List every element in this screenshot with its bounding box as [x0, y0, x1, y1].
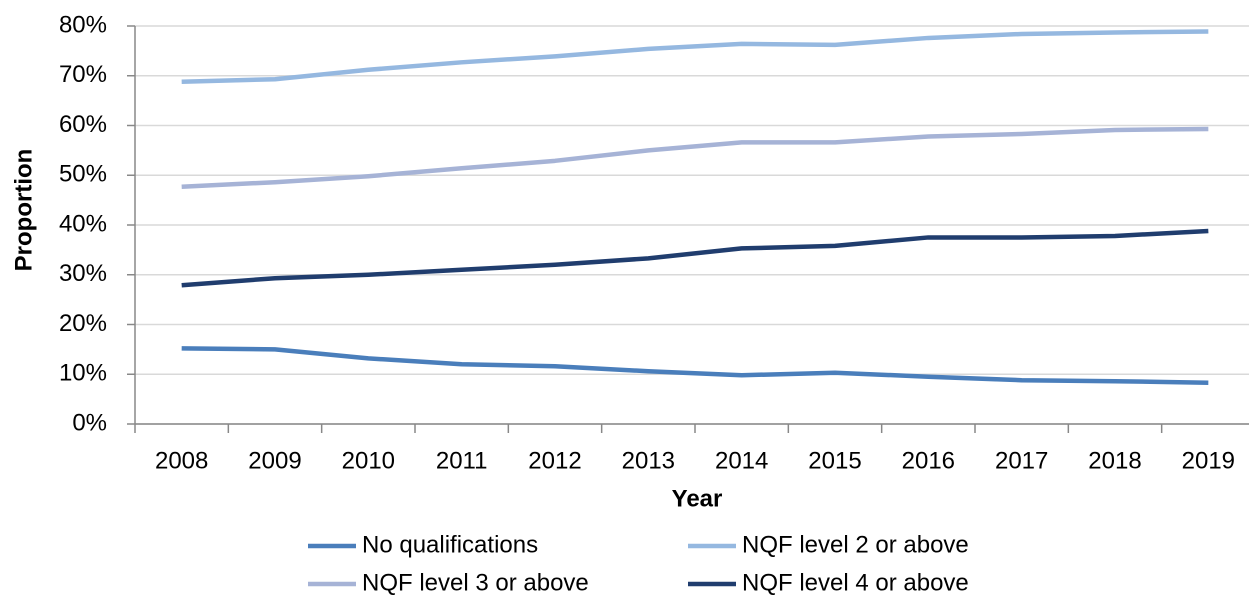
x-axis-label: Year	[672, 485, 723, 512]
x-tick-label: 2019	[1182, 447, 1235, 474]
y-tick-label: 50%	[59, 161, 107, 188]
y-tick-label: 0%	[72, 409, 107, 436]
x-tick-label: 2018	[1088, 447, 1141, 474]
legend-label: No qualifications	[362, 531, 538, 558]
legend-label: NQF level 4 or above	[742, 569, 969, 596]
y-tick-label: 10%	[59, 360, 107, 387]
data-line	[181, 126, 1209, 189]
x-tick-label: 2017	[995, 447, 1048, 474]
x-tick-label: 2012	[528, 447, 581, 474]
data-line	[181, 346, 1209, 385]
y-axis-label: Proportion	[10, 149, 37, 272]
y-tick-label: 40%	[59, 210, 107, 237]
x-tick-label: 2015	[808, 447, 861, 474]
data-line	[181, 228, 1209, 288]
legend-label: NQF level 2 or above	[742, 531, 969, 558]
x-tick-label: 2010	[342, 447, 395, 474]
y-tick-label: 80%	[59, 11, 107, 38]
x-tick-label: 2014	[715, 447, 768, 474]
y-tick-label: 60%	[59, 111, 107, 138]
x-tick-label: 2016	[902, 447, 955, 474]
y-tick-label: 20%	[59, 310, 107, 337]
data-line	[181, 29, 1209, 84]
x-tick-label: 2013	[622, 447, 675, 474]
y-tick-label: 70%	[59, 61, 107, 88]
y-tick-label: 30%	[59, 260, 107, 287]
x-tick-label: 2011	[436, 447, 488, 474]
x-tick-label: 2008	[155, 447, 208, 474]
x-tick-label: 2009	[248, 447, 301, 474]
legend-label: NQF level 3 or above	[362, 569, 589, 596]
